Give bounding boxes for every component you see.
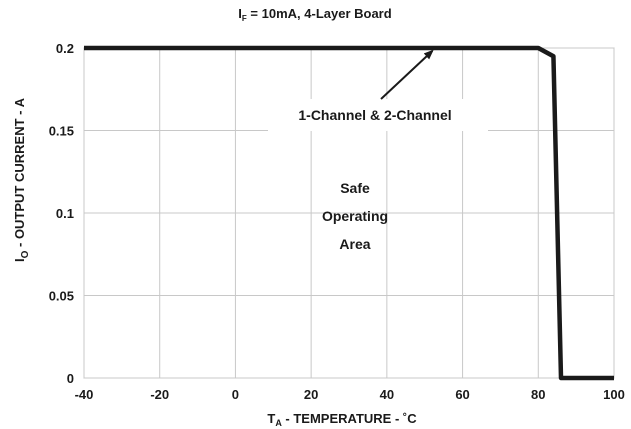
- safe-operating-area-label: Safe Operating Area: [322, 180, 388, 252]
- series-line: [84, 45, 614, 381]
- x-tick-label: 0: [232, 387, 239, 402]
- x-tick-label: 80: [531, 387, 545, 402]
- chart-title: IF = 10mA, 4-Layer Board: [238, 6, 391, 23]
- region-label-line-3: Area: [339, 236, 370, 252]
- x-tick-label: -40: [75, 387, 94, 402]
- y-tick-label: 0.15: [49, 124, 74, 139]
- y-tick-label: 0.1: [56, 206, 74, 221]
- y-tick-label: 0.2: [56, 41, 74, 56]
- curve-annotation-arrow: [380, 49, 434, 100]
- curve-annotation: 1-Channel & 2-Channel: [268, 49, 488, 131]
- series-layer: [84, 45, 614, 381]
- y-tick-label: 0.05: [49, 289, 74, 304]
- x-tick-labels: -40 -20 0 20 40 60 80 100: [75, 387, 625, 402]
- region-label-line-1: Safe: [340, 180, 370, 196]
- x-tick-label: 20: [304, 387, 318, 402]
- curve-label: 1-Channel & 2-Channel: [298, 107, 451, 123]
- curve-label-background: [268, 99, 488, 131]
- x-tick-label: -20: [150, 387, 169, 402]
- x-tick-label: 100: [603, 387, 625, 402]
- region-label-line-2: Operating: [322, 208, 388, 224]
- y-axis-title: IO - OUTPUT CURRENT - A: [12, 97, 31, 262]
- x-axis-title: TA - TEMPERATURE - ˚C: [267, 411, 417, 428]
- y-tick-label: 0: [67, 371, 74, 386]
- x-tick-label: 40: [380, 387, 394, 402]
- x-tick-label: 60: [455, 387, 469, 402]
- y-tick-labels: 0 0.05 0.1 0.15 0.2: [49, 41, 74, 386]
